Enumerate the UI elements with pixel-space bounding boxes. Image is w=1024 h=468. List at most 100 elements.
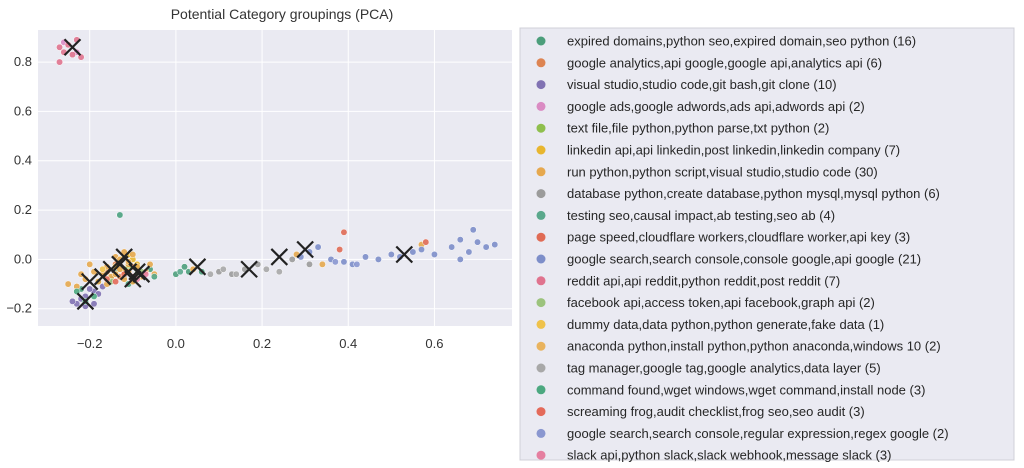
grid-lines bbox=[38, 30, 512, 326]
legend-item: database python,create database,python m… bbox=[536, 186, 940, 201]
centroid-marker bbox=[115, 248, 133, 266]
data-point bbox=[465, 248, 473, 256]
legend-marker bbox=[536, 341, 546, 351]
data-point bbox=[56, 43, 63, 51]
data-point bbox=[64, 280, 72, 288]
legend-item: google ads,google adwords,ads api,adword… bbox=[536, 99, 865, 114]
centroid-marker bbox=[63, 38, 82, 57]
data-point bbox=[387, 251, 395, 258]
legend-item: tag manager,google tag,google analytics,… bbox=[536, 361, 881, 376]
legend-marker bbox=[536, 101, 546, 111]
legend-marker bbox=[536, 189, 546, 199]
x-tick-label: 0.6 bbox=[425, 336, 443, 351]
data-point bbox=[374, 255, 382, 263]
data-point bbox=[112, 278, 120, 286]
legend-marker bbox=[536, 58, 546, 68]
data-point bbox=[314, 243, 322, 251]
chart-title: Potential Category groupings (PCA) bbox=[171, 6, 394, 22]
legend-label: testing seo,causal impact,ab testing,seo… bbox=[567, 208, 835, 223]
data-point bbox=[69, 297, 76, 305]
legend-label: text file,file python,python parse,txt p… bbox=[567, 121, 829, 136]
legend-marker bbox=[536, 385, 546, 395]
legend-marker bbox=[536, 319, 546, 329]
data-point bbox=[116, 211, 124, 219]
legend-item: testing seo,causal impact,ab testing,seo… bbox=[536, 208, 835, 223]
centroid-marker bbox=[128, 262, 146, 281]
x-tick-label: 0.2 bbox=[253, 336, 271, 351]
legend-label: slack api,python slack,slack webhook,mes… bbox=[567, 448, 891, 463]
legend-item: reddit api,api reddit,python reddit,post… bbox=[536, 273, 840, 288]
legend-label: command found,wget windows,wget command,… bbox=[567, 382, 925, 397]
legend-label: google search,search console,console goo… bbox=[567, 252, 921, 267]
legend-item: google search,search console,regular exp… bbox=[536, 426, 949, 441]
legend-marker bbox=[536, 210, 546, 220]
data-point bbox=[86, 285, 94, 293]
legend-label: google search,search console,regular exp… bbox=[567, 426, 949, 441]
legend-item: dummy data,data python,python generate,f… bbox=[536, 317, 884, 332]
legend-marker bbox=[536, 450, 546, 460]
y-tick-label: 0.4 bbox=[14, 153, 32, 168]
data-point bbox=[362, 253, 369, 261]
data-point bbox=[306, 260, 313, 268]
legend-label: tag manager,google tag,google analytics,… bbox=[567, 361, 881, 376]
legend-label: dummy data,data python,python generate,f… bbox=[567, 317, 884, 332]
legend bbox=[519, 27, 1015, 461]
legend-label: expired domains,python seo,expired domai… bbox=[567, 34, 916, 49]
y-tick-label: 0.6 bbox=[14, 103, 32, 118]
data-point bbox=[275, 268, 283, 276]
legend-item: google search,search console,console goo… bbox=[536, 252, 921, 267]
data-point bbox=[456, 236, 464, 244]
legend-item: facebook api,access token,api facebook,g… bbox=[536, 295, 875, 310]
data-point bbox=[418, 246, 425, 253]
data-point bbox=[181, 263, 188, 271]
legend-item: slack api,python slack,slack webhook,mes… bbox=[536, 448, 891, 463]
legend-marker bbox=[536, 167, 546, 177]
legend-marker bbox=[536, 363, 546, 373]
legend-marker bbox=[536, 36, 546, 46]
data-point bbox=[56, 58, 63, 66]
y-tick-label: −0.2 bbox=[6, 301, 32, 316]
data-point bbox=[456, 255, 464, 263]
data-point bbox=[409, 248, 417, 256]
data-point bbox=[129, 251, 137, 258]
data-point bbox=[430, 251, 438, 258]
legend-marker bbox=[536, 428, 546, 438]
data-point bbox=[150, 273, 158, 281]
data-point bbox=[340, 228, 348, 236]
x-tick-label: 0.4 bbox=[339, 336, 357, 351]
cluster-centroids bbox=[63, 38, 414, 311]
legend-item: linkedin api,api linkedin,post linkedin,… bbox=[536, 143, 900, 158]
x-tick-label: −0.2 bbox=[77, 336, 103, 351]
legend-marker bbox=[536, 276, 546, 286]
legend-label: visual studio,studio code,git bash,git c… bbox=[567, 77, 837, 92]
data-point bbox=[318, 260, 326, 268]
legend-item: visual studio,studio code,git bash,git c… bbox=[536, 77, 837, 92]
legend-label: anaconda python,install python,python an… bbox=[567, 339, 941, 354]
data-point bbox=[90, 300, 98, 308]
data-point bbox=[340, 258, 348, 266]
data-point bbox=[482, 243, 490, 251]
legend-item: command found,wget windows,wget command,… bbox=[536, 382, 925, 397]
legend-item: page speed,cloudflare workers,cloudflare… bbox=[536, 230, 910, 245]
legend-label: page speed,cloudflare workers,cloudflare… bbox=[567, 230, 910, 245]
data-point bbox=[474, 238, 481, 246]
centroid-marker bbox=[270, 248, 289, 266]
legend-item: screaming frog,audit checklist,frog seo,… bbox=[536, 404, 865, 419]
centroid-marker bbox=[240, 260, 258, 279]
centroid-marker bbox=[132, 265, 151, 283]
centroid-marker bbox=[188, 258, 207, 276]
y-tick-label: 0.0 bbox=[14, 251, 32, 266]
centroid-marker bbox=[395, 245, 414, 264]
legend-marker bbox=[536, 123, 546, 133]
data-point bbox=[232, 270, 240, 278]
legend-label: database python,create database,python m… bbox=[567, 186, 940, 201]
data-point bbox=[469, 226, 477, 234]
centroid-marker bbox=[296, 240, 314, 259]
legend-marker bbox=[536, 407, 546, 417]
data-point bbox=[288, 255, 296, 263]
data-point bbox=[69, 51, 76, 59]
legend-label: reddit api,api reddit,python reddit,post… bbox=[567, 273, 840, 288]
legend-label: screaming frog,audit checklist,frog seo,… bbox=[567, 404, 865, 419]
legend-item: google analytics,api google,google api,a… bbox=[536, 55, 882, 70]
